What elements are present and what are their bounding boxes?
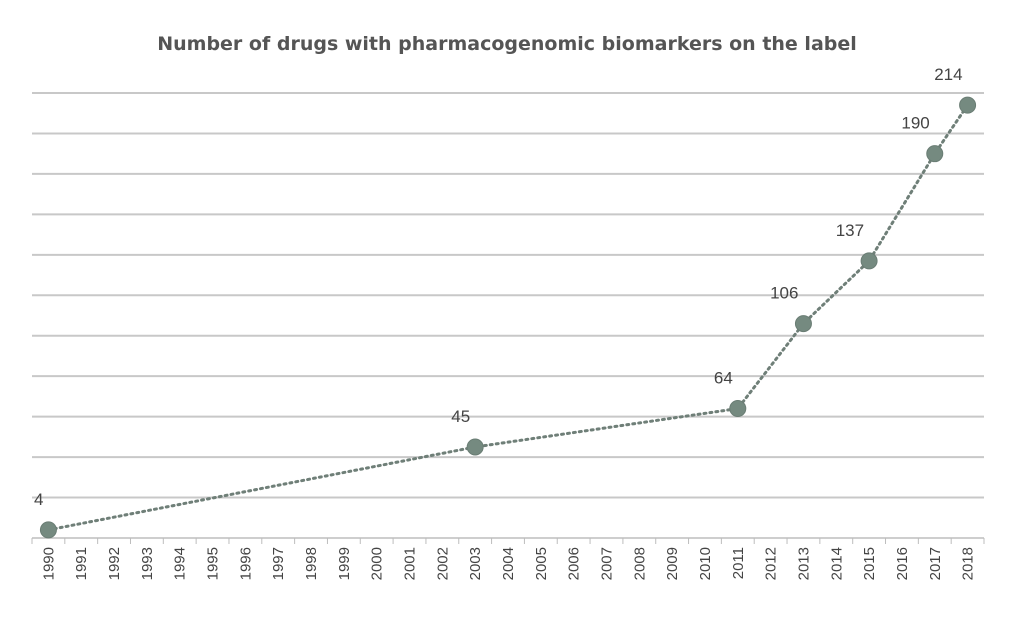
data-label: 190 xyxy=(901,114,929,133)
data-label: 4 xyxy=(34,490,43,509)
x-tick-label: 1991 xyxy=(73,547,90,580)
x-tick-label: 2007 xyxy=(598,547,615,580)
x-tick-label: 1995 xyxy=(205,547,222,580)
x-axis: 1990 1991 1992 1993 1994 1995 1996 1997 1998 1999… xyxy=(31,537,985,580)
x-tick-label: 1992 xyxy=(106,547,123,580)
x-tick-label: 1990 xyxy=(40,547,57,580)
series-line xyxy=(46,103,970,532)
x-tick-label: 2002 xyxy=(434,547,451,580)
x-tick-label: 1997 xyxy=(270,547,287,580)
data-label: 45 xyxy=(451,407,470,426)
x-tick-label: 2015 xyxy=(861,547,878,580)
data-label: 64 xyxy=(714,369,733,388)
data-point xyxy=(860,252,878,270)
data-point xyxy=(466,438,484,456)
data-label: 137 xyxy=(836,221,864,240)
x-tick-label: 2004 xyxy=(500,547,517,580)
data-point xyxy=(959,96,977,114)
x-tick-label: 1998 xyxy=(303,547,320,580)
data-point xyxy=(794,315,812,333)
x-tick-label: 2008 xyxy=(631,547,648,580)
x-tick-label: 1996 xyxy=(237,547,254,580)
x-tick-label: 2014 xyxy=(828,547,845,580)
x-tick-label: 1994 xyxy=(172,547,189,580)
data-point xyxy=(39,521,57,539)
x-tick-label: 2013 xyxy=(795,547,812,580)
x-tick-label: 2009 xyxy=(664,547,681,580)
data-point xyxy=(729,400,747,418)
x-tick-label: 2000 xyxy=(369,547,386,580)
x-tick-label: 1993 xyxy=(139,547,156,580)
data-label: 106 xyxy=(770,284,798,303)
x-tick-label: 2005 xyxy=(533,547,550,580)
x-tick-label: 2017 xyxy=(927,547,944,580)
series-layer xyxy=(39,96,977,539)
x-tick-label: 2011 xyxy=(730,547,747,579)
x-tick-label: 2016 xyxy=(894,547,911,580)
x-tick-label: 2001 xyxy=(402,547,419,580)
gridlines xyxy=(32,92,984,499)
x-tick-label: 2003 xyxy=(467,547,484,580)
data-labels: 4 45 64 106 137 190 214 xyxy=(34,65,963,509)
chart-title: Number of drugs with pharmacogenomic bio… xyxy=(157,33,857,55)
x-tick-label: 2010 xyxy=(697,547,714,580)
x-tick-label: 2012 xyxy=(763,547,780,580)
data-label: 214 xyxy=(934,65,962,84)
x-tick-label: 1999 xyxy=(336,547,353,580)
data-point xyxy=(926,145,944,163)
x-tick-label: 2018 xyxy=(960,547,977,580)
x-tick-label: 2006 xyxy=(566,547,583,580)
